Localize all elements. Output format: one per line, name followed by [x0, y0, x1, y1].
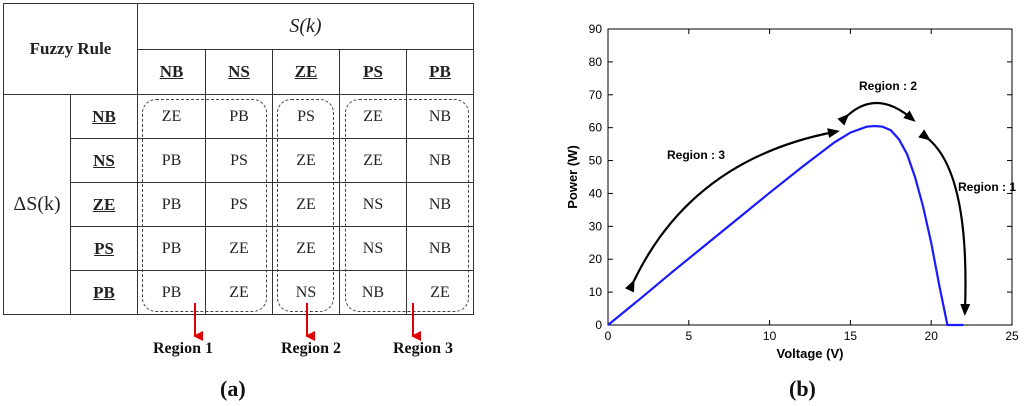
rule-cell: PS [205, 138, 273, 183]
rule-cell: NB [406, 226, 474, 271]
region-3-box [345, 99, 469, 312]
x-tick-label: 20 [925, 329, 939, 343]
row-header-dsk: ΔS(k) [3, 94, 71, 315]
rule-cell: NB [406, 138, 474, 183]
rule-cell: ZE [205, 226, 273, 271]
y-tick-label: 60 [589, 121, 603, 135]
fuzzy-rule-table: Fuzzy Rule S(k) NB NS ZE PS PB ΔS(k) NB … [3, 3, 474, 315]
y-tick-label: 20 [589, 252, 603, 266]
y-tick-label: 70 [589, 88, 603, 102]
x-tick-label: 15 [844, 329, 858, 343]
x-axis-label: Voltage (V) [777, 346, 844, 361]
caption-b: (b) [789, 376, 816, 401]
rule-cell: NB [406, 182, 474, 227]
x-tick-label: 10 [763, 329, 777, 343]
row-label: PS [70, 226, 138, 271]
rule-cell: PB [137, 226, 206, 271]
row-label: ZE [70, 182, 138, 227]
plot-frame [607, 28, 1013, 326]
pv-curve-chart: 0 10 20 30 40 50 60 70 80 90 0 5 10 15 20 25 Region : … [565, 22, 1019, 361]
rule-cell: ZE [272, 226, 340, 271]
y-tick-label: 80 [589, 55, 603, 69]
x-tick-label: 5 [685, 329, 692, 343]
table-corner-label: Fuzzy Rule [3, 3, 138, 95]
y-tick-label: 90 [589, 22, 603, 36]
y-tick-label: 30 [589, 219, 603, 233]
x-tick-label: 25 [1005, 329, 1019, 343]
region-1-box [142, 99, 267, 312]
y-tick-label: 10 [589, 285, 603, 299]
region-1-label: Region : 1 [958, 180, 1016, 194]
pv-curve-line [607, 124, 964, 327]
y-tick-label: 40 [589, 186, 603, 200]
region-3-arrow [624, 128, 840, 293]
rule-cell: NS [339, 182, 407, 227]
y-axis-label: Power (W) [565, 145, 580, 209]
region-2-label: Region 2 [281, 340, 341, 357]
row-label: NB [70, 94, 138, 139]
x-tick-label: 0 [605, 329, 612, 343]
col-label: PB [406, 49, 474, 95]
region-3-label: Region : 3 [667, 148, 725, 162]
region-2-label: Region : 2 [859, 79, 917, 93]
region-1-arrow [918, 129, 971, 316]
rule-cell: PB [137, 138, 206, 183]
y-tick-label: 0 [595, 318, 602, 332]
rule-cell: NS [339, 226, 407, 271]
col-header-sk: S(k) [137, 3, 474, 50]
caption-a: (a) [220, 376, 246, 401]
region-arrows [193, 303, 421, 341]
region-3-label: Region 3 [393, 340, 453, 357]
region-1-label: Region 1 [153, 340, 213, 357]
region-2-box [277, 99, 334, 312]
row-label: NS [70, 138, 138, 183]
y-tick-label: 50 [589, 154, 603, 168]
row-label: PB [70, 270, 138, 315]
region-2-arrow [837, 101, 916, 126]
col-label: NS [205, 49, 273, 95]
